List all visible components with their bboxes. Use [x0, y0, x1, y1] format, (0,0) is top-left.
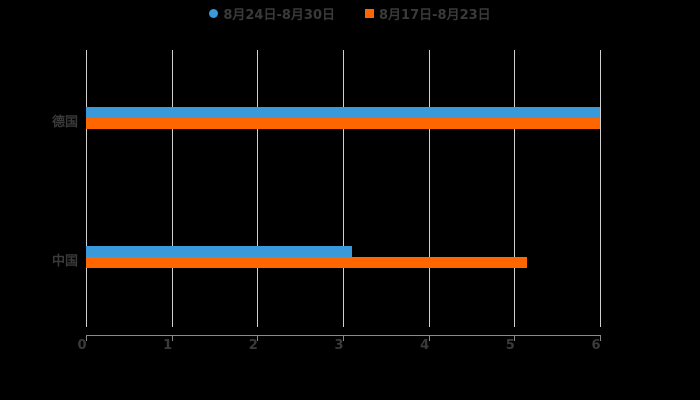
- x-tick: [600, 335, 601, 341]
- x-tick: [257, 335, 259, 341]
- category-label-china: 中国: [51, 254, 78, 269]
- bar-germany-series-2[interactable]: [86, 118, 600, 129]
- gridline: [428, 50, 430, 327]
- legend-label-series-2: 8月17日-8月23日: [379, 7, 491, 23]
- legend-label-series-1: 8月24日-8月30日: [223, 7, 335, 23]
- legend-swatch-series-2: [365, 8, 374, 18]
- gridline: [86, 50, 87, 327]
- x-tick-label: 6: [591, 338, 601, 353]
- x-tick-label: 3: [334, 338, 344, 353]
- x-tick-label: 0: [77, 338, 87, 353]
- x-tick-label: 5: [505, 338, 515, 353]
- x-tick: [514, 335, 516, 341]
- x-tick-label: 1: [163, 338, 173, 353]
- legend-swatch-series-1: [209, 8, 219, 18]
- gridline: [600, 50, 601, 327]
- gridline: [257, 50, 259, 327]
- x-tick: [86, 335, 87, 341]
- bar-germany-series-1[interactable]: [86, 107, 600, 118]
- x-tick: [171, 335, 173, 341]
- legend-item-series-2[interactable]: 8月17日-8月23日: [365, 4, 491, 23]
- bar-china-series-2[interactable]: [86, 257, 528, 268]
- bar-china-series-1[interactable]: [86, 246, 352, 257]
- category-label-germany: 德国: [51, 115, 78, 130]
- gridline: [343, 50, 344, 327]
- chart-legend: 8月24日-8月30日 8月17日-8月23日: [0, 4, 700, 23]
- gridline: [171, 50, 173, 327]
- plot-area: [86, 50, 601, 327]
- gridline: [514, 50, 516, 327]
- x-tick: [343, 335, 344, 341]
- legend-item-series-1[interactable]: 8月24日-8月30日: [209, 4, 335, 23]
- x-tick: [428, 335, 430, 341]
- x-tick-label: 4: [420, 338, 430, 353]
- x-tick-label: 2: [248, 338, 258, 353]
